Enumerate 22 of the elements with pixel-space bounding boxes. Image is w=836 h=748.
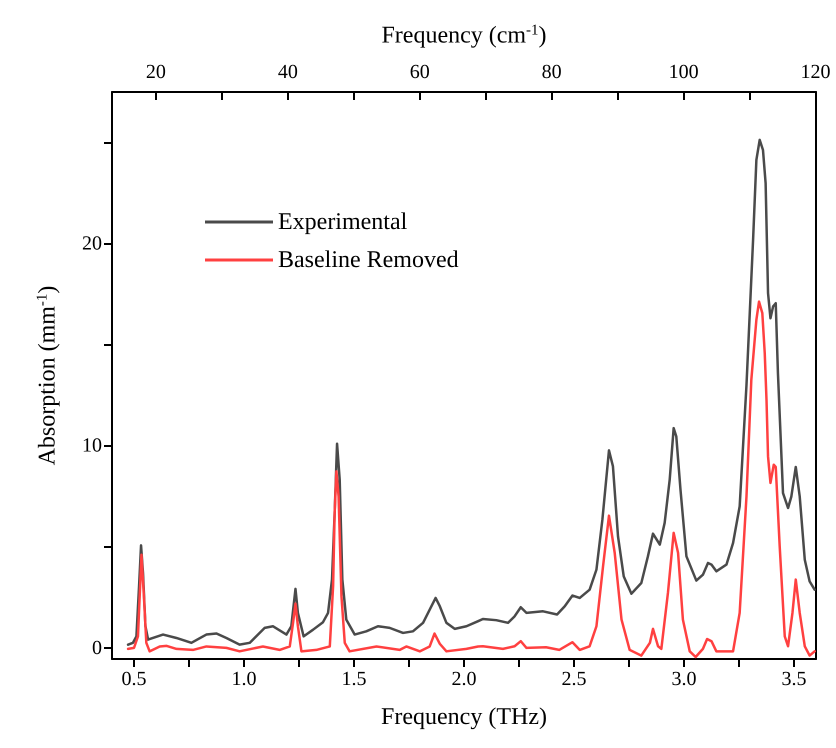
- x2-tick-label: 80: [542, 61, 562, 83]
- y-axis-title: Absorption (mm-1): [34, 286, 60, 466]
- line-series: [126, 300, 816, 658]
- y-tick-label: 10: [82, 434, 102, 457]
- legend-label: Baseline Removed: [278, 247, 459, 273]
- y-tick-label: 0: [92, 636, 102, 659]
- x-tick-label: 1.0: [232, 668, 256, 690]
- x-tick-label: 2.5: [562, 668, 586, 690]
- legend-label: Experimental: [278, 209, 408, 235]
- line-series: [126, 138, 816, 646]
- x-tick-label: 1.5: [342, 668, 366, 690]
- x2-tick-label: 60: [410, 61, 430, 83]
- x-axis-title: Frequency (THz): [381, 704, 547, 730]
- x-tick-label: 3.0: [672, 668, 696, 690]
- x-tick-label: 2.0: [452, 668, 476, 690]
- y-tick-label: 20: [82, 232, 102, 255]
- x2-tick-label: 100: [668, 61, 699, 83]
- x2-tick-label: 120: [800, 61, 830, 83]
- x-tick-label: 0.5: [122, 668, 146, 690]
- x2-tick-label: 40: [278, 61, 298, 83]
- x-tick-label: 3.5: [782, 668, 806, 690]
- x2-tick-label: 20: [146, 61, 166, 83]
